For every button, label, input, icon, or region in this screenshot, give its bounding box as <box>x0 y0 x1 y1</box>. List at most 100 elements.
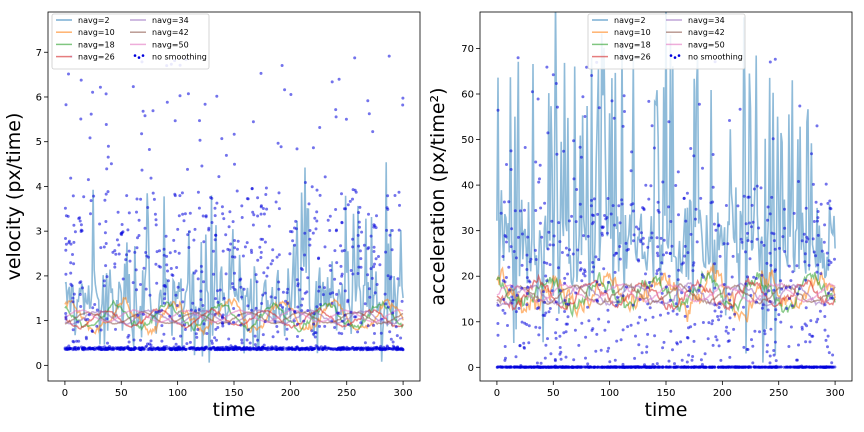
scatter-point <box>686 251 690 255</box>
scatter-point <box>592 265 596 269</box>
scatter-point <box>816 263 820 267</box>
scatter-point <box>668 365 672 369</box>
scatter-point <box>803 260 807 264</box>
scatter-point <box>823 328 827 332</box>
scatter-point <box>754 277 758 280</box>
scatter-point <box>183 323 187 327</box>
scatter-point <box>504 235 508 239</box>
scatter-point <box>231 282 234 286</box>
scatter-point <box>822 240 826 244</box>
scatter-point <box>93 303 97 306</box>
scatter-point <box>339 264 343 268</box>
scatter-point <box>212 272 215 276</box>
scatter-point <box>804 340 808 344</box>
scatter-point <box>196 277 200 281</box>
scatter-point <box>661 365 665 369</box>
scatter-point <box>328 292 332 296</box>
scatter-point <box>214 297 218 301</box>
scatter-point <box>209 346 212 350</box>
scatter-point <box>703 352 707 356</box>
scatter-point <box>583 274 587 278</box>
scatter-point <box>251 223 255 227</box>
scatter-point <box>378 263 382 267</box>
scatter-point <box>194 269 198 273</box>
scatter-point <box>784 286 788 290</box>
scatter-point <box>785 365 789 369</box>
scatter-point <box>64 237 67 240</box>
scatter-point <box>162 332 166 336</box>
scatter-point <box>823 223 827 227</box>
scatter-point <box>615 339 619 343</box>
scatter-point <box>798 287 802 291</box>
scatter-point <box>713 262 716 266</box>
scatter-point <box>657 210 661 214</box>
scatter-point <box>271 346 275 350</box>
scatter-point <box>138 346 142 350</box>
scatter-point <box>173 347 177 351</box>
scatter-point <box>649 184 653 188</box>
scatter-point <box>281 290 285 294</box>
scatter-point <box>607 346 611 350</box>
scatter-point <box>303 231 307 235</box>
scatter-point <box>528 365 532 369</box>
scatter-point <box>274 345 278 349</box>
scatter-point <box>578 261 582 265</box>
scatter-point <box>636 321 640 325</box>
scatter-point <box>314 227 318 231</box>
scatter-point <box>583 268 586 272</box>
scatter-point <box>699 196 703 200</box>
scatter-point <box>300 303 304 307</box>
scatter-point <box>644 183 648 187</box>
scatter-point <box>815 320 819 324</box>
scatter-point <box>136 236 139 240</box>
scatter-point <box>760 365 764 369</box>
scatter-point <box>64 272 68 276</box>
scatter-point <box>178 94 182 98</box>
scatter-point <box>216 289 220 293</box>
scatter-point <box>652 365 656 369</box>
scatter-point <box>510 227 514 231</box>
scatter-point <box>197 206 201 210</box>
scatter-point <box>522 346 526 350</box>
scatter-point <box>591 261 595 264</box>
scatter-point <box>640 231 643 235</box>
scatter-point <box>510 285 514 288</box>
scatter-point <box>99 328 103 332</box>
scatter-point <box>685 305 689 308</box>
scatter-point <box>728 119 731 122</box>
scatter-point <box>109 162 113 166</box>
scatter-point <box>202 322 206 326</box>
legend-label: navg=42 <box>152 28 189 37</box>
scatter-point <box>84 337 88 341</box>
scatter-point <box>197 308 201 312</box>
scatter-point <box>644 318 647 322</box>
scatter-point <box>330 319 334 323</box>
scatter-point <box>645 286 649 290</box>
scatter-point <box>275 325 279 328</box>
scatter-point <box>211 249 215 253</box>
scatter-point <box>594 349 598 353</box>
x-tick-label: 300 <box>394 388 413 399</box>
scatter-point <box>632 239 635 243</box>
scatter-point <box>98 222 102 226</box>
scatter-point <box>621 362 625 366</box>
scatter-point <box>220 205 224 209</box>
scatter-point <box>783 226 787 230</box>
scatter-point <box>554 331 558 335</box>
scatter-point <box>827 291 830 295</box>
scatter-point <box>593 365 597 369</box>
scatter-point <box>660 261 664 265</box>
scatter-point <box>72 223 76 227</box>
scatter-point <box>714 335 718 339</box>
scatter-point <box>308 243 312 247</box>
scatter-point <box>563 310 567 313</box>
scatter-point <box>69 261 73 265</box>
scatter-point <box>176 285 180 289</box>
scatter-point <box>245 338 249 342</box>
scatter-point <box>105 167 109 171</box>
scatter-point <box>564 246 568 250</box>
scatter-point <box>127 211 131 215</box>
scatter-point <box>603 328 607 332</box>
scatter-point <box>135 197 139 201</box>
scatter-point <box>613 365 617 369</box>
